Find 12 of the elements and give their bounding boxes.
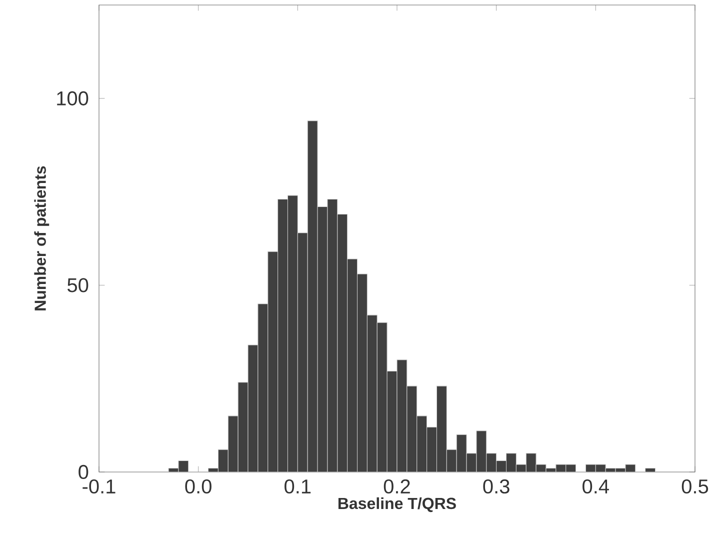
x-tick-label: 0.1 (284, 479, 311, 494)
x-tick-label: -0.1 (82, 479, 116, 494)
x-tick-label: 0.0 (185, 479, 212, 494)
x-tick-label: 0.5 (682, 479, 708, 494)
x-tick-label: 0.4 (582, 479, 609, 494)
x-axis-title: Baseline T/QRS (338, 497, 456, 512)
x-tick-label: 0.2 (384, 479, 410, 494)
y-tick-label: 50 (68, 278, 88, 292)
y-axis-title: Number of patients (34, 166, 50, 310)
y-tick-label: 100 (57, 91, 88, 106)
y-tick-label: 0 (78, 464, 88, 480)
x-tick-label: 0.3 (483, 479, 510, 494)
